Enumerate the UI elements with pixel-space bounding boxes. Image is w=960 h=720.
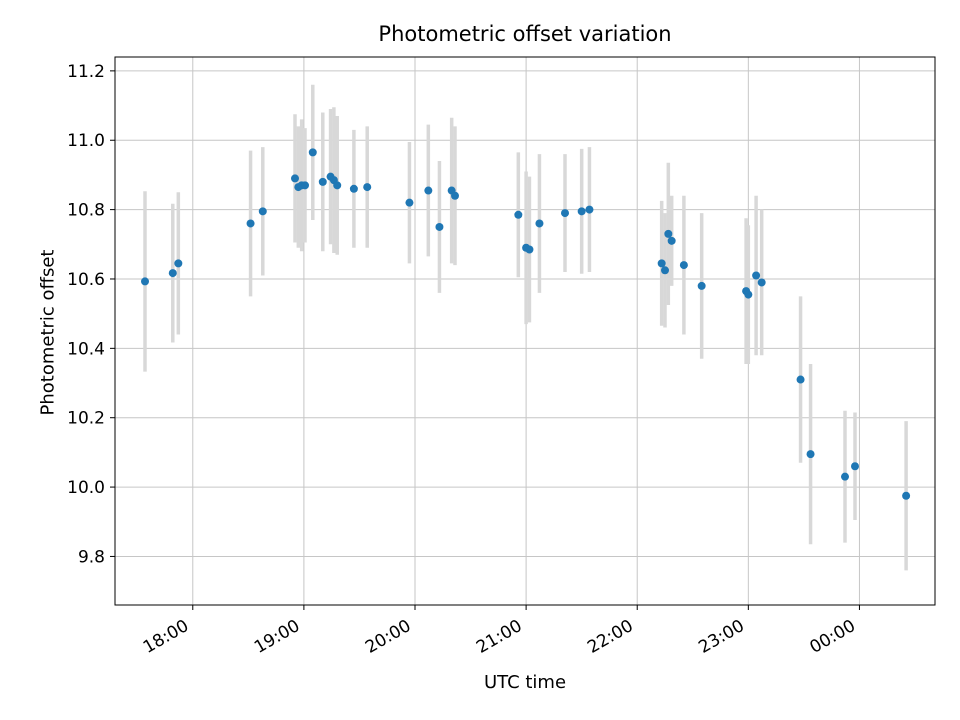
- data-point: [661, 266, 669, 275]
- data-point: [308, 148, 317, 157]
- data-point: [405, 198, 414, 207]
- x-tick-label: 19:00: [251, 616, 303, 658]
- data-point: [757, 278, 766, 287]
- x-tick-label: 18:00: [140, 616, 192, 658]
- data-point: [796, 375, 805, 384]
- data-point: [333, 181, 342, 190]
- data-point: [174, 259, 183, 268]
- data-point: [301, 181, 309, 190]
- data-point: [577, 207, 586, 216]
- chart-title: Photometric offset variation: [378, 22, 672, 46]
- data-point: [902, 491, 911, 500]
- x-tick-label: 20:00: [362, 616, 414, 658]
- data-point: [291, 174, 299, 183]
- data-point: [664, 229, 673, 238]
- x-tick-label: 21:00: [473, 616, 525, 658]
- data-point: [535, 219, 544, 228]
- y-tick-label: 10.6: [67, 270, 105, 290]
- data-point: [168, 269, 177, 278]
- data-point: [451, 191, 459, 200]
- y-tick-label: 11.2: [67, 62, 105, 82]
- data-point: [349, 184, 358, 193]
- data-point: [752, 271, 761, 280]
- data-point: [841, 472, 849, 481]
- data-point: [657, 259, 666, 268]
- data-point: [424, 186, 433, 195]
- data-point: [258, 207, 267, 216]
- data-point: [318, 177, 327, 186]
- y-tick-label: 10.4: [67, 339, 105, 359]
- axes-spines: [114, 56, 936, 606]
- x-tick-label: 22:00: [584, 616, 636, 658]
- data-point: [585, 205, 594, 214]
- data-point: [561, 209, 569, 218]
- x-axis-label: UTC time: [483, 672, 567, 693]
- data-point: [435, 222, 444, 231]
- x-tick-label: 23:00: [695, 616, 747, 658]
- y-tick-label: 9.8: [78, 547, 105, 567]
- data-point: [363, 183, 372, 192]
- data-point: [697, 281, 706, 290]
- y-tick-label: 10.8: [67, 201, 105, 221]
- y-axis-label: Photometric offset: [37, 249, 59, 416]
- data-point: [667, 236, 676, 245]
- data-point: [246, 219, 255, 228]
- data-point: [141, 277, 149, 286]
- data-point: [514, 210, 523, 219]
- y-tick-label: 11.0: [67, 131, 105, 151]
- y-tick-label: 10.0: [67, 478, 105, 498]
- data-point: [851, 462, 859, 471]
- data-point: [744, 290, 753, 299]
- data-point: [525, 245, 534, 254]
- data-point: [806, 450, 815, 459]
- plot-area: [115, 57, 935, 605]
- data-point: [679, 261, 688, 270]
- x-tick-label: 00:00: [807, 616, 859, 658]
- y-tick-label: 10.2: [67, 409, 105, 429]
